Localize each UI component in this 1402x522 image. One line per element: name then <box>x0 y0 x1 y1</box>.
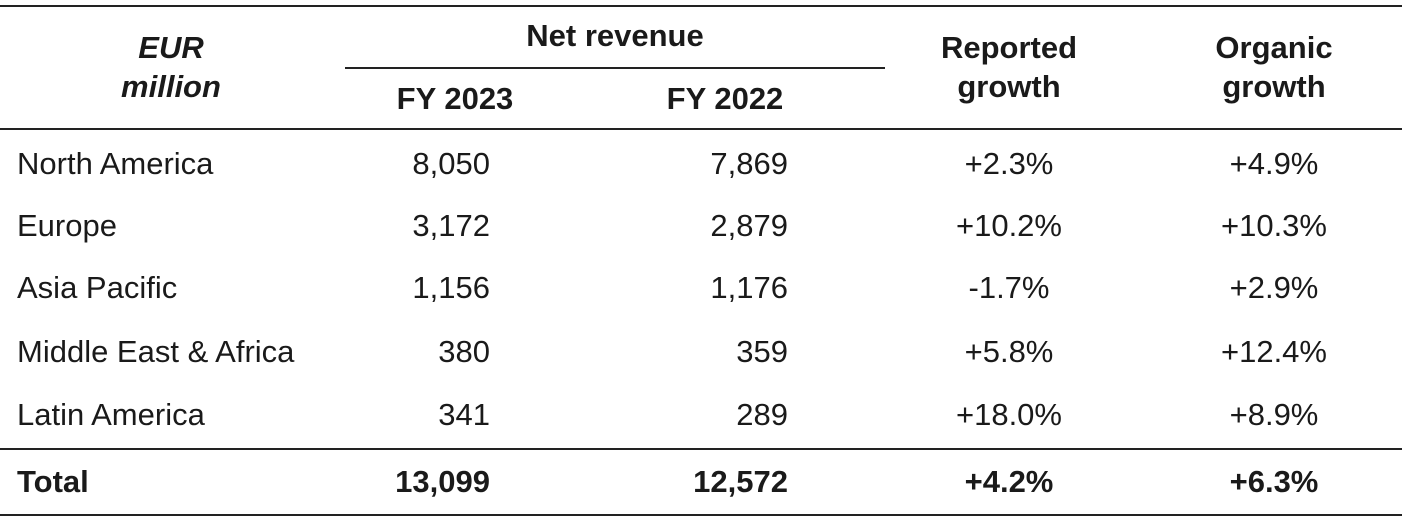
cell-organic-growth: +2.9% <box>1229 270 1319 305</box>
cell-organic-growth: +8.9% <box>1229 397 1319 432</box>
total-label: Total <box>17 464 89 499</box>
total-organic-growth: +6.3% <box>1229 464 1319 499</box>
net-revenue-group-header: Net revenue <box>526 18 704 53</box>
col-header-reported-line2: growth <box>957 69 1061 104</box>
col-header-organic-line2: growth <box>1222 69 1326 104</box>
row-label: Asia Pacific <box>17 270 178 305</box>
col-header-reported-line1: Reported <box>940 30 1078 65</box>
bottom-rule <box>0 514 1402 516</box>
cell-organic-growth: +10.3% <box>1220 208 1327 243</box>
cell-reported-growth: +10.2% <box>955 208 1062 243</box>
cell-organic-growth: +4.9% <box>1229 146 1319 181</box>
cell-reported-growth: +18.0% <box>955 397 1062 432</box>
cell-reported-growth: +5.8% <box>964 334 1054 369</box>
unit-label-line1: EUR <box>138 30 204 65</box>
row-label: Europe <box>17 208 117 243</box>
top-rule <box>0 5 1402 7</box>
cell-fy2023: 3,172 <box>412 208 490 243</box>
cell-fy2023: 8,050 <box>412 146 490 181</box>
cell-fy2023: 380 <box>438 334 490 369</box>
total-rule <box>0 448 1402 450</box>
cell-fy2023: 341 <box>438 397 490 432</box>
row-label: North America <box>17 146 214 181</box>
row-label: Latin America <box>17 397 205 432</box>
col-header-fy2022: FY 2022 <box>666 81 784 116</box>
cell-fy2022: 7,869 <box>710 146 788 181</box>
row-label: Middle East & Africa <box>17 334 295 369</box>
cell-reported-growth: -1.7% <box>968 270 1050 305</box>
net-revenue-group-rule <box>345 67 885 69</box>
total-fy2023: 13,099 <box>395 464 490 499</box>
cell-organic-growth: +12.4% <box>1220 334 1327 369</box>
cell-fy2023: 1,156 <box>412 270 490 305</box>
unit-label-line2: million <box>121 69 221 104</box>
cell-fy2022: 2,879 <box>710 208 788 243</box>
col-header-organic-line1: Organic <box>1215 30 1333 65</box>
header-rule <box>0 128 1402 130</box>
cell-fy2022: 1,176 <box>710 270 788 305</box>
cell-fy2022: 289 <box>736 397 788 432</box>
col-header-fy2023: FY 2023 <box>396 81 514 116</box>
total-reported-growth: +4.2% <box>964 464 1054 499</box>
cell-reported-growth: +2.3% <box>964 146 1054 181</box>
total-fy2022: 12,572 <box>693 464 788 499</box>
cell-fy2022: 359 <box>736 334 788 369</box>
